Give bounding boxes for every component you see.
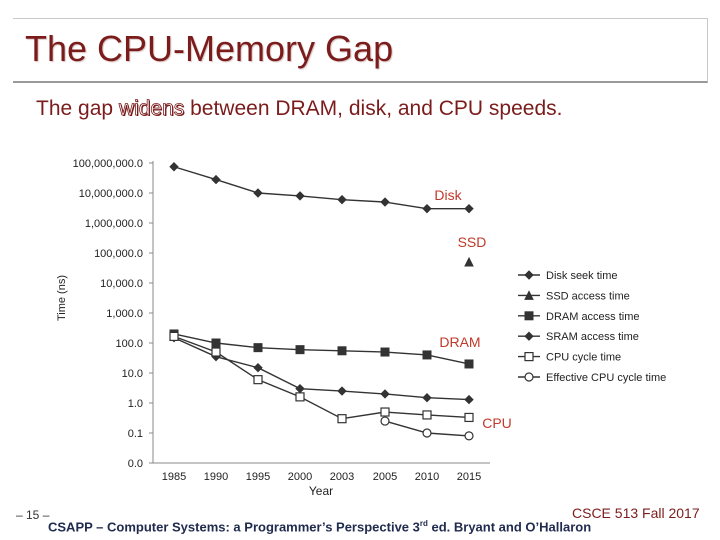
data-point-dram-access-time: [211, 338, 221, 348]
legend-label-cpu-cycle-time: CPU cycle time: [546, 352, 621, 364]
y-tick-label: 0.0: [128, 458, 143, 470]
annotation-ssd: SSD: [458, 234, 487, 250]
data-point-cpu-cycle-time: [464, 412, 474, 423]
data-point-cpu-cycle-time: [169, 331, 179, 341]
legend-marker-cpu-cycle-time: [524, 352, 534, 362]
annotation-disk: Disk: [434, 187, 462, 203]
credit-line: CSAPP – Computer Systems: a Programmer’s…: [48, 519, 591, 534]
data-point-effective-cpu-cycle-time: [464, 431, 474, 441]
y-tick-label: 100.0: [115, 338, 143, 350]
x-tick-label: 2005: [373, 471, 397, 483]
y-tick-label: 1,000.0: [106, 308, 143, 320]
legend-marker-ssd-access-time: [524, 290, 534, 300]
x-tick-label: 2000: [288, 471, 312, 483]
legend-marker-disk-seek-time: [524, 270, 534, 280]
legend-marker-effective-cpu-cycle-time: [524, 372, 534, 382]
x-tick-label: 2010: [415, 471, 439, 483]
data-point-dram-access-time: [253, 343, 263, 353]
y-tick-label: 10,000,000.0: [79, 188, 143, 200]
data-point-dram-access-time: [380, 347, 390, 357]
data-point-disk-seek-time: [422, 203, 432, 214]
subtitle-tail: between DRAM, disk, and CPU speeds.: [184, 97, 563, 120]
x-tick-label: 1985: [162, 471, 186, 483]
data-point-disk-seek-time: [295, 191, 305, 201]
data-point-effective-cpu-cycle-time: [422, 428, 432, 438]
data-point-dram-access-time: [337, 346, 347, 356]
data-point-sram-access-time: [422, 393, 432, 403]
legend-label-ssd-access-time: SSD access time: [546, 290, 630, 302]
x-tick-label: 1995: [246, 471, 270, 483]
data-point-disk-seek-time: [211, 174, 221, 185]
data-point-cpu-cycle-time: [295, 392, 305, 402]
data-point-cpu-cycle-time: [337, 414, 347, 424]
series-line-cpu-cycle-time: [173, 335, 470, 420]
legend-label-sram-access-time: SRAM access time: [546, 331, 639, 343]
data-point-sram-access-time: [337, 386, 347, 396]
data-point-sram-access-time: [253, 363, 263, 373]
annotation-cpu: CPU: [482, 415, 512, 431]
legend-marker-sram-access-time: [524, 331, 534, 341]
title-frame: [13, 18, 708, 83]
data-point-sram-access-time: [295, 383, 305, 394]
subtitle-lead: The gap: [36, 97, 119, 120]
x-tick-label: 2003: [330, 471, 354, 483]
credit-edition: ed. Bryant and O’Hallaron: [427, 519, 592, 535]
data-point-cpu-cycle-time: [380, 407, 390, 417]
data-point-effective-cpu-cycle-time: [380, 416, 390, 426]
data-point-cpu-cycle-time: [253, 375, 263, 385]
slide-title: The CPU-Memory Gap: [25, 28, 394, 69]
data-point-disk-seek-time: [337, 194, 347, 205]
data-point-dram-access-time: [295, 345, 305, 355]
data-point-sram-access-time: [380, 389, 390, 399]
data-point-dram-access-time: [464, 359, 474, 369]
data-point-cpu-cycle-time: [422, 410, 432, 420]
legend-label-effective-cpu-cycle-time: Effective CPU cycle time: [546, 372, 666, 384]
y-axis-title: Time (ns): [56, 275, 68, 321]
y-tick-label: 10.0: [122, 368, 143, 380]
data-point-ssd-access-time: [464, 256, 474, 267]
series-line-dram-access-time: [173, 333, 470, 365]
data-point-cpu-cycle-time: [211, 347, 221, 357]
x-tick-label: 2015: [457, 471, 481, 483]
legend-marker-dram-access-time: [524, 311, 534, 321]
legend-label-disk-seek-time: Disk seek time: [546, 270, 618, 282]
series-line-sram-access-time: [173, 337, 470, 401]
data-point-dram-access-time: [422, 350, 432, 360]
page-number: – 15 –: [16, 508, 50, 522]
credit-superscript: rd: [419, 519, 428, 528]
data-point-disk-seek-time: [464, 203, 474, 214]
course-label: CSCE 513 Fall 2017: [572, 505, 700, 521]
series-line-disk-seek-time: [173, 166, 469, 210]
data-point-disk-seek-time: [380, 197, 390, 207]
data-point-disk-seek-time: [253, 188, 263, 198]
y-tick-label: 100,000.0: [94, 248, 143, 260]
y-tick-label: 1,000,000.0: [85, 218, 143, 230]
x-axis-title: Year: [309, 484, 333, 498]
annotation-dram: DRAM: [439, 334, 480, 350]
x-tick-label: 1990: [204, 471, 228, 483]
slide-subtitle: The gap widens between DRAM, disk, and C…: [36, 97, 562, 121]
data-point-disk-seek-time: [169, 162, 179, 172]
legend-label-dram-access-time: DRAM access time: [546, 311, 640, 323]
data-point-sram-access-time: [464, 394, 474, 405]
credit-main: CSAPP – Computer Systems: a Programmer’s…: [48, 519, 420, 535]
subtitle-emphasis: widens: [118, 97, 185, 121]
y-tick-label: 100,000,000.0: [73, 158, 143, 170]
y-tick-label: 10,000.0: [100, 278, 143, 290]
y-tick-label: 1.0: [128, 398, 143, 410]
y-tick-label: 0.1: [128, 428, 143, 440]
